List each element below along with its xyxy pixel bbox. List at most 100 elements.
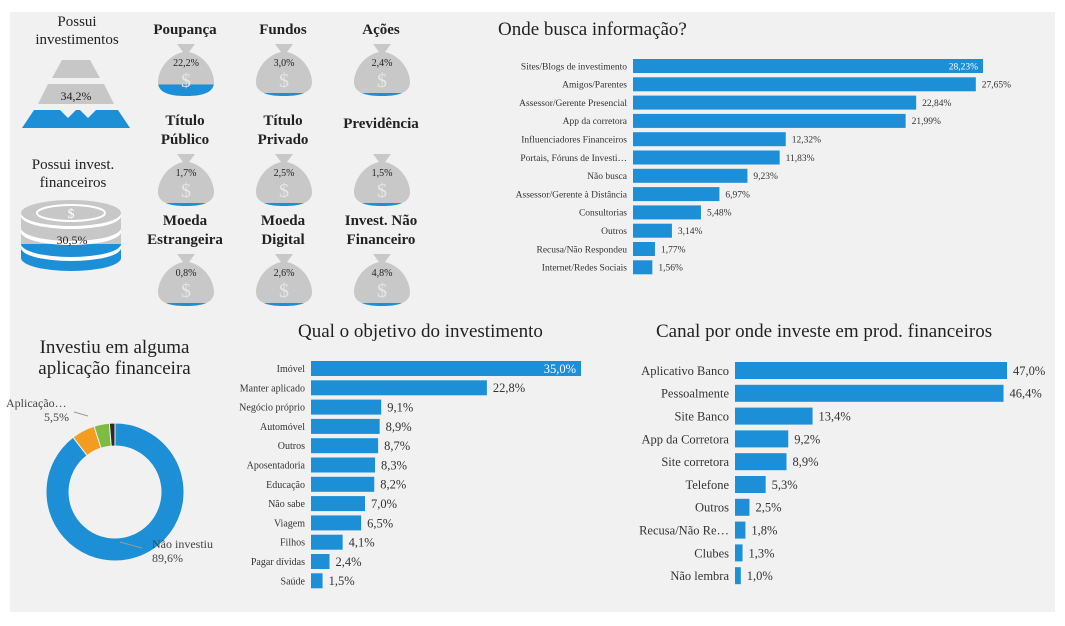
bag-label: Moeda Digital: [260, 213, 306, 248]
bag-label: Previdência: [343, 116, 419, 132]
bag-shape: [158, 154, 214, 206]
bar: [633, 132, 786, 147]
slice-value: 5,5%: [44, 410, 69, 424]
chart-channel-title: Canal por onde investe em prod. financei…: [656, 321, 993, 342]
bag-value: 2,6%: [273, 268, 295, 279]
data-label: 11,83%: [786, 154, 815, 164]
data-label: 6,97%: [725, 190, 750, 200]
bag-value: 4,8%: [371, 268, 393, 279]
bar: [735, 362, 1007, 379]
bag-label: Invest. Não Financeiro: [344, 213, 418, 248]
category-label: Portais, Fóruns de Investi…: [520, 154, 627, 164]
data-label: 5,48%: [707, 209, 732, 219]
category-label: App da Corretora: [642, 432, 730, 446]
category-label: Assessor/Gerente à Distância: [516, 190, 628, 200]
dashboard-panel: [10, 12, 1055, 612]
data-label: 1,8%: [751, 523, 777, 537]
bag-value: 22,2%: [173, 58, 199, 69]
bar: [735, 453, 787, 471]
category-label: Negócio próprio: [239, 403, 305, 414]
data-label: 2,5%: [755, 501, 781, 515]
data-label: 9,1%: [387, 400, 413, 414]
bag-fill: [158, 203, 214, 206]
money-bag-icon: $: [158, 154, 214, 206]
chart-goal-title: Qual o objetivo do investimento: [298, 321, 543, 342]
chart-donut-title: Investiu em alguma aplicação financeira: [38, 337, 191, 379]
data-label: 3,14%: [678, 227, 703, 237]
category-label: Pessoalmente: [661, 387, 729, 401]
category-label: Consultorias: [579, 209, 627, 219]
bag-shape: [256, 254, 312, 306]
bar: [735, 476, 766, 493]
category-label: Não sabe: [268, 499, 305, 510]
money-bag-icon: $: [158, 254, 214, 306]
category-label: Automóvel: [260, 422, 305, 433]
bar: [735, 567, 741, 585]
bar: [633, 95, 917, 110]
bar: [633, 59, 983, 73]
data-label: 6,5%: [367, 516, 393, 530]
category-label: Viagem: [274, 518, 305, 529]
bar: [311, 399, 382, 415]
bar: [311, 457, 376, 473]
bag-fill: [354, 303, 410, 306]
bag-value: 2,4%: [371, 58, 393, 69]
bag-shape: [354, 254, 410, 306]
bar: [311, 438, 379, 454]
data-label: 46,4%: [1010, 387, 1042, 401]
data-label: 9,2%: [794, 432, 820, 446]
bar: [633, 168, 748, 183]
bar: [311, 496, 365, 512]
category-label: Outros: [278, 441, 305, 452]
data-label: 28,23%: [949, 62, 978, 72]
money-bag-icon: $: [256, 44, 312, 96]
category-label: Pagar dívidas: [251, 557, 305, 568]
category-label: Manter aplicado: [240, 383, 305, 394]
category-label: Educação: [266, 480, 305, 491]
bar: [735, 521, 746, 539]
bag-label: Fundos: [259, 22, 307, 38]
bag-fill: [354, 93, 410, 96]
bag-shape: [158, 254, 214, 306]
svg-text:$: $: [68, 207, 75, 222]
dollar-glyph: $: [279, 180, 289, 202]
data-label: 1,56%: [658, 264, 683, 274]
dollar-glyph: $: [279, 280, 289, 302]
data-label: 22,84%: [922, 99, 951, 109]
data-label: 2,4%: [336, 555, 362, 569]
bag-label: Ações: [362, 22, 400, 38]
data-label: 9,23%: [753, 172, 778, 182]
category-label: Site corretora: [661, 455, 729, 469]
data-label: 12,32%: [792, 136, 821, 146]
category-label: Não lembra: [670, 569, 729, 583]
bar: [311, 534, 343, 550]
category-label: Aposentadoria: [247, 461, 306, 472]
data-label: 1,77%: [661, 245, 686, 255]
bar: [735, 498, 750, 516]
chart-info-title: Onde busca informação?: [498, 19, 687, 40]
bag-shape: [354, 44, 410, 96]
slice-value: 89,6%: [152, 551, 183, 565]
data-label: 1,5%: [329, 574, 355, 588]
category-label: Saúde: [281, 576, 306, 587]
category-label: Outros: [601, 227, 627, 237]
leader-line: [119, 541, 143, 549]
bar: [633, 150, 780, 165]
category-label: Assessor/Gerente Presencial: [519, 99, 627, 109]
bag-label: Título Privado: [257, 113, 309, 148]
slice-label: Não investiu: [152, 537, 213, 551]
bag-value: 1,7%: [175, 168, 197, 179]
bar: [311, 476, 375, 492]
data-label: 1,3%: [749, 546, 775, 560]
category-label: Imóvel: [277, 364, 306, 375]
bar: [633, 242, 655, 256]
dollar-glyph: $: [181, 280, 191, 302]
data-label: 27,65%: [982, 81, 1011, 91]
bag-fill: [158, 303, 214, 306]
coins-icon: $: [21, 200, 121, 271]
category-label: Outros: [695, 501, 729, 515]
data-label: 22,8%: [493, 381, 525, 395]
chart-investment-goal: Imóvel 35,0% Manter aplicado 22,8% Negócio p…: [239, 361, 581, 589]
category-label: Não busca: [587, 172, 628, 182]
